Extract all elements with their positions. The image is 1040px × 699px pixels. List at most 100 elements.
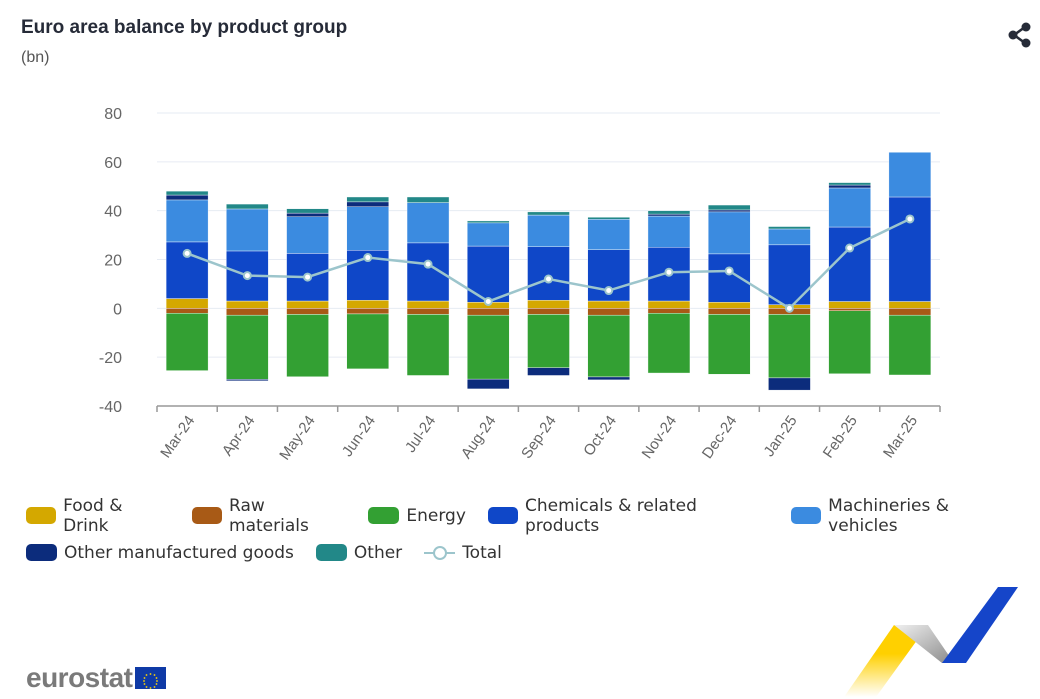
bar-segment[interactable]: [346, 300, 390, 309]
bar-segment[interactable]: [647, 210, 691, 215]
bar-segment[interactable]: [647, 213, 691, 217]
bar-segment[interactable]: [587, 217, 630, 220]
bar-segment[interactable]: [527, 211, 570, 216]
legend-item[interactable]: Other manufactured goods: [26, 543, 294, 563]
bar-segment[interactable]: [346, 308, 390, 315]
total-point[interactable]: [724, 266, 734, 276]
bar-segment[interactable]: [768, 314, 811, 379]
legend-item[interactable]: Machineries & vehicles: [791, 496, 1018, 536]
bar-segment[interactable]: [828, 310, 871, 374]
bar-segment[interactable]: [888, 196, 932, 302]
bar-segment[interactable]: [768, 244, 811, 305]
total-point[interactable]: [363, 253, 373, 263]
total-point[interactable]: [544, 274, 553, 284]
bar-segment[interactable]: [346, 313, 390, 370]
bar-segment[interactable]: [226, 203, 269, 210]
total-point[interactable]: [784, 303, 794, 313]
bar-segment[interactable]: [226, 314, 269, 380]
bar-segment[interactable]: [707, 302, 751, 309]
bar-segment[interactable]: [346, 196, 390, 203]
bar-segment[interactable]: [527, 314, 570, 368]
bar-segment[interactable]: [768, 377, 811, 391]
bar-segment[interactable]: [467, 222, 510, 247]
bar-segment[interactable]: [647, 215, 691, 248]
bar-segment[interactable]: [286, 208, 329, 214]
bar-segment[interactable]: [828, 226, 871, 302]
bar-segment[interactable]: [406, 196, 450, 203]
total-point[interactable]: [664, 267, 674, 277]
bar-segment[interactable]: [286, 212, 329, 217]
total-point[interactable]: [604, 286, 614, 296]
bar-segment[interactable]: [587, 219, 630, 250]
bar-segment[interactable]: [467, 378, 510, 390]
bar-segment[interactable]: [707, 308, 751, 315]
legend-item[interactable]: Total: [424, 543, 502, 563]
legend-item[interactable]: Chemicals & related products: [487, 496, 769, 536]
bar-segment[interactable]: [768, 226, 811, 230]
bar-segment[interactable]: [707, 204, 751, 211]
bar-segment[interactable]: [165, 190, 209, 196]
total-point[interactable]: [905, 214, 915, 224]
bar-segment[interactable]: [707, 209, 751, 213]
share-icon[interactable]: [1005, 20, 1035, 50]
bar-segment[interactable]: [286, 308, 329, 315]
total-point[interactable]: [483, 296, 493, 306]
total-point[interactable]: [182, 248, 192, 258]
bar-segment[interactable]: [165, 199, 209, 243]
bar-segment[interactable]: [165, 313, 209, 371]
bar-segment[interactable]: [587, 376, 630, 381]
bar-segment[interactable]: [406, 300, 450, 309]
bar-segment[interactable]: [467, 220, 510, 224]
bar-segment[interactable]: [286, 300, 329, 309]
bar-segment[interactable]: [527, 214, 570, 248]
bar-segment[interactable]: [406, 202, 450, 244]
bar-segment[interactable]: [828, 184, 871, 189]
bar-segment[interactable]: [406, 308, 450, 315]
bar-segment[interactable]: [165, 194, 209, 201]
bar-segment[interactable]: [226, 208, 269, 252]
bar-segment[interactable]: [165, 298, 209, 309]
bar-segment[interactable]: [587, 300, 630, 309]
total-point[interactable]: [242, 271, 252, 281]
bar-segment[interactable]: [647, 313, 691, 374]
bar-segment[interactable]: [888, 314, 932, 376]
bar-segment[interactable]: [527, 367, 570, 376]
bar-segment[interactable]: [647, 308, 691, 314]
bar-segment[interactable]: [828, 301, 871, 309]
bar-segment[interactable]: [888, 152, 932, 198]
bar-segment[interactable]: [768, 228, 811, 246]
legend-item[interactable]: Energy: [368, 506, 466, 526]
legend-item[interactable]: Other: [315, 543, 402, 563]
bar-segment[interactable]: [165, 308, 209, 314]
bar-segment[interactable]: [467, 314, 510, 380]
bar-segment[interactable]: [828, 187, 871, 228]
total-point[interactable]: [303, 272, 313, 282]
bar-segment[interactable]: [707, 314, 751, 375]
bar-segment[interactable]: [346, 206, 390, 251]
bar-segment[interactable]: [286, 314, 329, 377]
bar-segment[interactable]: [226, 379, 269, 382]
bar-segment[interactable]: [346, 201, 390, 207]
legend-item[interactable]: Raw materials: [191, 496, 346, 536]
total-point[interactable]: [423, 259, 433, 269]
bar-segment[interactable]: [647, 300, 691, 309]
bar-segment[interactable]: [527, 246, 570, 301]
bar-segment[interactable]: [527, 308, 570, 315]
legend-item[interactable]: Food & Drink: [26, 496, 170, 536]
bar-segment[interactable]: [587, 308, 630, 316]
bar-segment[interactable]: [707, 211, 751, 255]
bar-segment[interactable]: [467, 308, 510, 316]
bar-segment[interactable]: [286, 216, 329, 254]
bar-segment[interactable]: [406, 314, 450, 376]
bar-segment[interactable]: [828, 308, 871, 311]
bar-segment[interactable]: [828, 182, 871, 186]
bar-segment[interactable]: [226, 300, 269, 309]
bar-segment[interactable]: [226, 308, 269, 316]
bar-segment[interactable]: [707, 253, 751, 303]
bar-segment[interactable]: [587, 314, 630, 378]
bar-segment[interactable]: [888, 301, 932, 309]
legend-label: Machineries & vehicles: [828, 495, 950, 536]
total-point[interactable]: [845, 243, 855, 253]
bar-segment[interactable]: [527, 300, 570, 309]
bar-segment[interactable]: [888, 308, 932, 316]
